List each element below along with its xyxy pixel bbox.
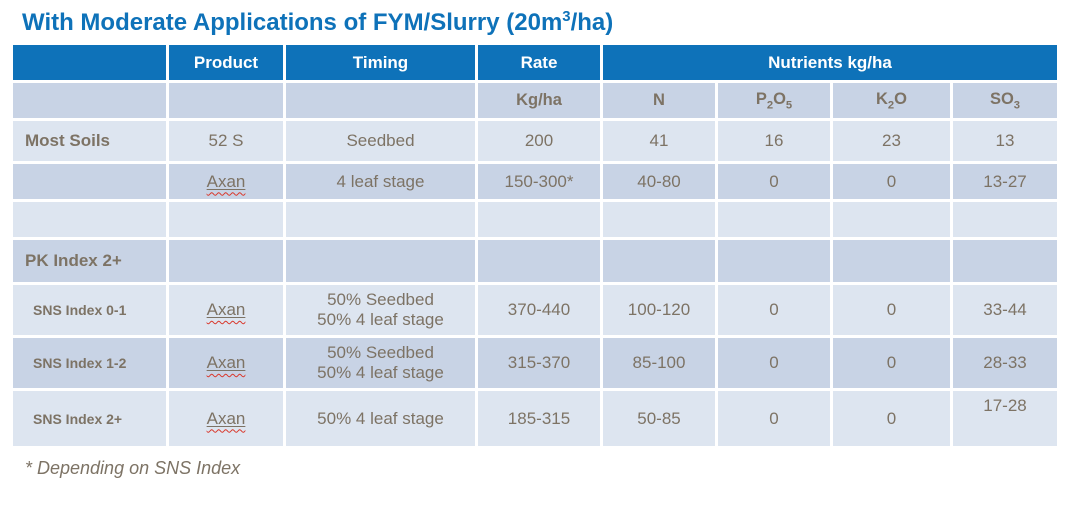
cell-timing xyxy=(286,202,475,237)
cell-p2o5 xyxy=(718,240,830,282)
cell-product xyxy=(169,240,283,282)
cell-p2o5: 0 xyxy=(718,338,830,388)
table-row-sns-2plus: SNS Index 2+ Axan 50% 4 leaf stage 185-3… xyxy=(13,391,1057,446)
cell-n xyxy=(603,240,715,282)
cell-rate xyxy=(478,202,600,237)
cell-k2o: 0 xyxy=(833,285,950,335)
cell-p2o5 xyxy=(718,202,830,237)
axan-underlined-text: Axan xyxy=(206,171,246,191)
cell-so3: 17-28 xyxy=(953,391,1057,446)
subheader-k2o: K2O xyxy=(833,83,950,118)
cell-so3: 13 xyxy=(953,121,1057,161)
header-nutrients: Nutrients kg/ha xyxy=(603,45,1057,80)
cell-k2o xyxy=(833,202,950,237)
cell-rate: 150-300* xyxy=(478,164,600,199)
cell-so3 xyxy=(953,202,1057,237)
cell-rate: 370-440 xyxy=(478,285,600,335)
axan-underlined-text: Axan xyxy=(206,353,246,372)
cell-p2o5: 0 xyxy=(718,164,830,199)
header-timing: Timing xyxy=(286,45,475,80)
table-header-row: Product Timing Rate Nutrients kg/ha xyxy=(13,45,1057,80)
fertilizer-table: Product Timing Rate Nutrients kg/ha Kg/h… xyxy=(10,42,1060,449)
row-label xyxy=(13,202,166,237)
cell-rate: 200 xyxy=(478,121,600,161)
subheader-corner xyxy=(13,83,166,118)
cell-product: Axan xyxy=(169,164,283,199)
cell-k2o: 23 xyxy=(833,121,950,161)
subheader-so3: SO3 xyxy=(953,83,1057,118)
cell-n: 100-120 xyxy=(603,285,715,335)
cell-product: Axan xyxy=(169,285,283,335)
page-title: With Moderate Applications of FYM/Slurry… xyxy=(22,9,614,36)
table-row-pk-index: PK Index 2+ xyxy=(13,240,1057,282)
cell-so3 xyxy=(953,240,1057,282)
subheader-p2o5: P2O5 xyxy=(718,83,830,118)
row-label: SNS Index 1-2 xyxy=(13,338,166,388)
table-subheader-row: Kg/ha N P2O5 K2O SO3 xyxy=(13,83,1057,118)
cell-product: Axan xyxy=(169,391,283,446)
cell-k2o: 0 xyxy=(833,338,950,388)
cell-timing xyxy=(286,240,475,282)
subheader-kgha: Kg/ha xyxy=(478,83,600,118)
subheader-product xyxy=(169,83,283,118)
header-corner xyxy=(13,45,166,80)
cell-timing: 4 leaf stage xyxy=(286,164,475,199)
subheader-n: N xyxy=(603,83,715,118)
axan-underlined-text: Axan xyxy=(206,408,246,428)
cell-so3: 28-33 xyxy=(953,338,1057,388)
axan-underlined-text: Axan xyxy=(206,300,246,319)
row-label: Most Soils xyxy=(13,121,166,161)
row-label: SNS Index 2+ xyxy=(13,391,166,446)
cell-n: 40-80 xyxy=(603,164,715,199)
table-row-empty xyxy=(13,202,1057,237)
table-row-axan: Axan 4 leaf stage 150-300* 40-80 0 0 13-… xyxy=(13,164,1057,199)
cell-k2o: 0 xyxy=(833,391,950,446)
cell-product xyxy=(169,202,283,237)
cell-rate xyxy=(478,240,600,282)
cell-timing: 50% Seedbed 50% 4 leaf stage xyxy=(286,285,475,335)
cell-timing: 50% Seedbed 50% 4 leaf stage xyxy=(286,338,475,388)
table-row-sns-0-1: SNS Index 0-1 Axan 50% Seedbed 50% 4 lea… xyxy=(13,285,1057,335)
row-label: PK Index 2+ xyxy=(13,240,166,282)
header-product: Product xyxy=(169,45,283,80)
cell-product: 52 S xyxy=(169,121,283,161)
row-label xyxy=(13,164,166,199)
cell-n: 85-100 xyxy=(603,338,715,388)
table-row-sns-1-2: SNS Index 1-2 Axan 50% Seedbed 50% 4 lea… xyxy=(13,338,1057,388)
cell-p2o5: 16 xyxy=(718,121,830,161)
header-rate: Rate xyxy=(478,45,600,80)
table-row-most-soils: Most Soils 52 S Seedbed 200 41 16 23 13 xyxy=(13,121,1057,161)
cell-rate: 185-315 xyxy=(478,391,600,446)
cell-n xyxy=(603,202,715,237)
row-label: SNS Index 0-1 xyxy=(13,285,166,335)
cell-k2o xyxy=(833,240,950,282)
footnote: * Depending on SNS Index xyxy=(25,458,241,478)
cell-rate: 315-370 xyxy=(478,338,600,388)
cell-timing: 50% 4 leaf stage xyxy=(286,391,475,446)
cell-p2o5: 0 xyxy=(718,391,830,446)
cell-k2o: 0 xyxy=(833,164,950,199)
cell-so3: 33-44 xyxy=(953,285,1057,335)
subheader-timing xyxy=(286,83,475,118)
cell-n: 50-85 xyxy=(603,391,715,446)
cell-so3: 13-27 xyxy=(953,164,1057,199)
cell-product: Axan xyxy=(169,338,283,388)
cell-n: 41 xyxy=(603,121,715,161)
cell-timing: Seedbed xyxy=(286,121,475,161)
cell-p2o5: 0 xyxy=(718,285,830,335)
